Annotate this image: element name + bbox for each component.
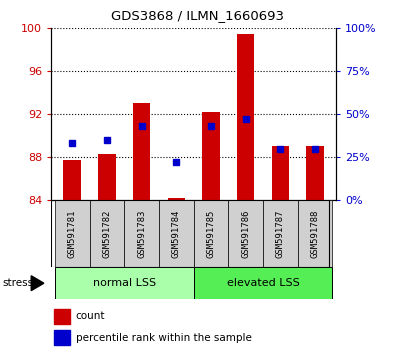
Polygon shape (31, 276, 44, 291)
Text: stress: stress (2, 278, 33, 288)
Text: GSM591782: GSM591782 (102, 210, 111, 258)
Text: GSM591786: GSM591786 (241, 210, 250, 258)
Text: elevated LSS: elevated LSS (227, 278, 299, 288)
Text: count: count (75, 311, 105, 321)
Bar (133, 103, 150, 200)
Bar (64, 160, 81, 200)
Bar (194, 267, 332, 299)
Text: GSM591784: GSM591784 (172, 210, 181, 258)
Bar (263, 200, 297, 267)
Bar (167, 198, 185, 200)
Bar (297, 200, 332, 267)
Text: GSM591785: GSM591785 (207, 210, 215, 258)
Text: GSM591787: GSM591787 (276, 210, 285, 258)
Bar (90, 200, 124, 267)
Bar (306, 146, 324, 200)
Text: GSM591788: GSM591788 (310, 210, 320, 258)
Bar (194, 200, 228, 267)
Bar (202, 112, 220, 200)
Bar (55, 267, 194, 299)
Bar (228, 200, 263, 267)
Bar (54, 309, 70, 324)
Bar (55, 200, 90, 267)
Text: percentile rank within the sample: percentile rank within the sample (75, 332, 251, 343)
Bar (272, 146, 289, 200)
Text: GSM591783: GSM591783 (137, 210, 146, 258)
Text: normal LSS: normal LSS (92, 278, 156, 288)
Bar (159, 200, 194, 267)
Bar (237, 34, 254, 200)
Bar (124, 200, 159, 267)
Bar (98, 154, 115, 200)
Text: GDS3868 / ILMN_1660693: GDS3868 / ILMN_1660693 (111, 9, 284, 22)
Bar (54, 330, 70, 345)
Text: GSM591781: GSM591781 (68, 210, 77, 258)
